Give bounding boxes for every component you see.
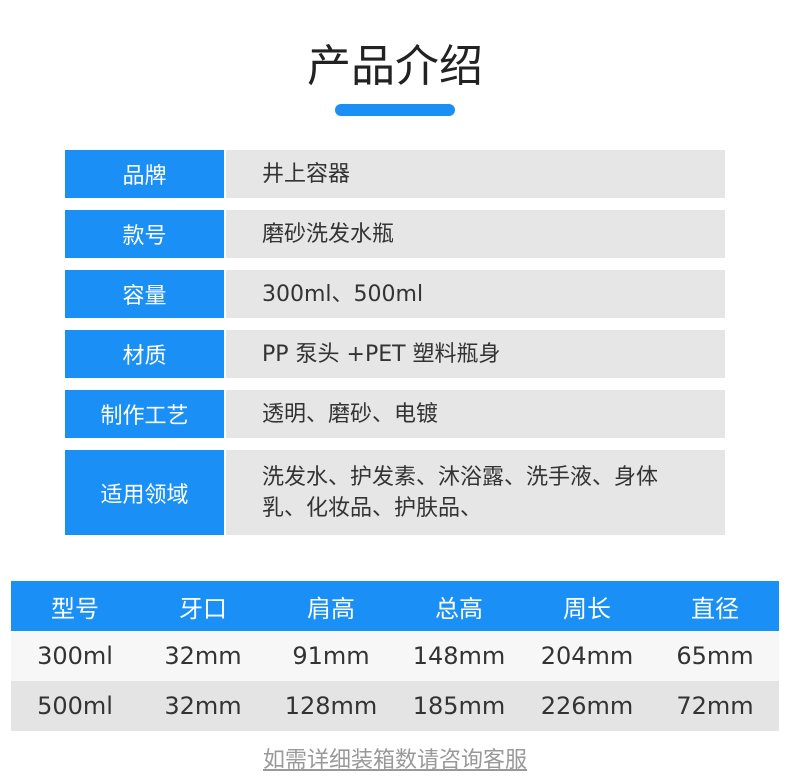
header-cell: 直径	[691, 594, 739, 623]
info-label: 制作工艺	[65, 390, 224, 438]
table-header: 型号 牙口 肩高 总高 周长 直径	[11, 581, 779, 631]
header-cell: 肩高	[307, 594, 355, 623]
cell: 65mm	[676, 642, 754, 670]
info-row: 材质 PP 泵头 +PET 塑料瓶身	[65, 330, 725, 378]
contact-note-link[interactable]: 如需详细装箱数请咨询客服	[262, 748, 527, 773]
cell: 91mm	[292, 642, 370, 670]
cell: 72mm	[676, 692, 754, 720]
page-title: 产品介绍	[307, 41, 483, 92]
info-row: 制作工艺 透明、磨砂、电镀	[65, 390, 725, 438]
info-row: 容量 300ml、500ml	[65, 270, 725, 318]
header-cell: 总高	[435, 594, 483, 623]
info-label: 材质	[65, 330, 224, 378]
spec-table: 型号 牙口 肩高 总高 周长 直径 300ml 32mm 91mm 148mm …	[11, 581, 779, 731]
info-label: 款号	[65, 210, 224, 258]
info-row: 款号 磨砂洗发水瓶	[65, 210, 725, 258]
info-label: 品牌	[65, 150, 224, 198]
table-row: 500ml 32mm 128mm 185mm 226mm 72mm	[11, 681, 779, 731]
cell: 32mm	[164, 692, 242, 720]
info-row: 品牌 井上容器	[65, 150, 725, 198]
cell: 300ml	[37, 642, 113, 670]
cell: 32mm	[164, 642, 242, 670]
cell: 148mm	[412, 642, 506, 670]
info-value: 磨砂洗发水瓶	[226, 210, 725, 258]
info-value: 洗发水、护发素、沐浴露、洗手液、身体乳、化妆品、护肤品、	[226, 450, 725, 535]
cell: 128mm	[284, 692, 378, 720]
info-value: 井上容器	[226, 150, 725, 198]
info-value: PP 泵头 +PET 塑料瓶身	[226, 330, 725, 378]
title-underline	[335, 104, 455, 116]
info-label: 容量	[65, 270, 224, 318]
header-cell: 周长	[563, 594, 611, 623]
cell: 204mm	[540, 642, 634, 670]
info-value: 300ml、500ml	[226, 270, 725, 318]
table-row: 300ml 32mm 91mm 148mm 204mm 65mm	[11, 631, 779, 681]
header-cell: 型号	[51, 594, 99, 623]
cell: 185mm	[412, 692, 506, 720]
cell: 500ml	[37, 692, 113, 720]
info-value: 透明、磨砂、电镀	[226, 390, 725, 438]
info-row: 适用领域 洗发水、护发素、沐浴露、洗手液、身体乳、化妆品、护肤品、	[65, 450, 725, 535]
info-label: 适用领域	[65, 450, 224, 535]
cell: 226mm	[540, 692, 634, 720]
header-cell: 牙口	[179, 594, 227, 623]
